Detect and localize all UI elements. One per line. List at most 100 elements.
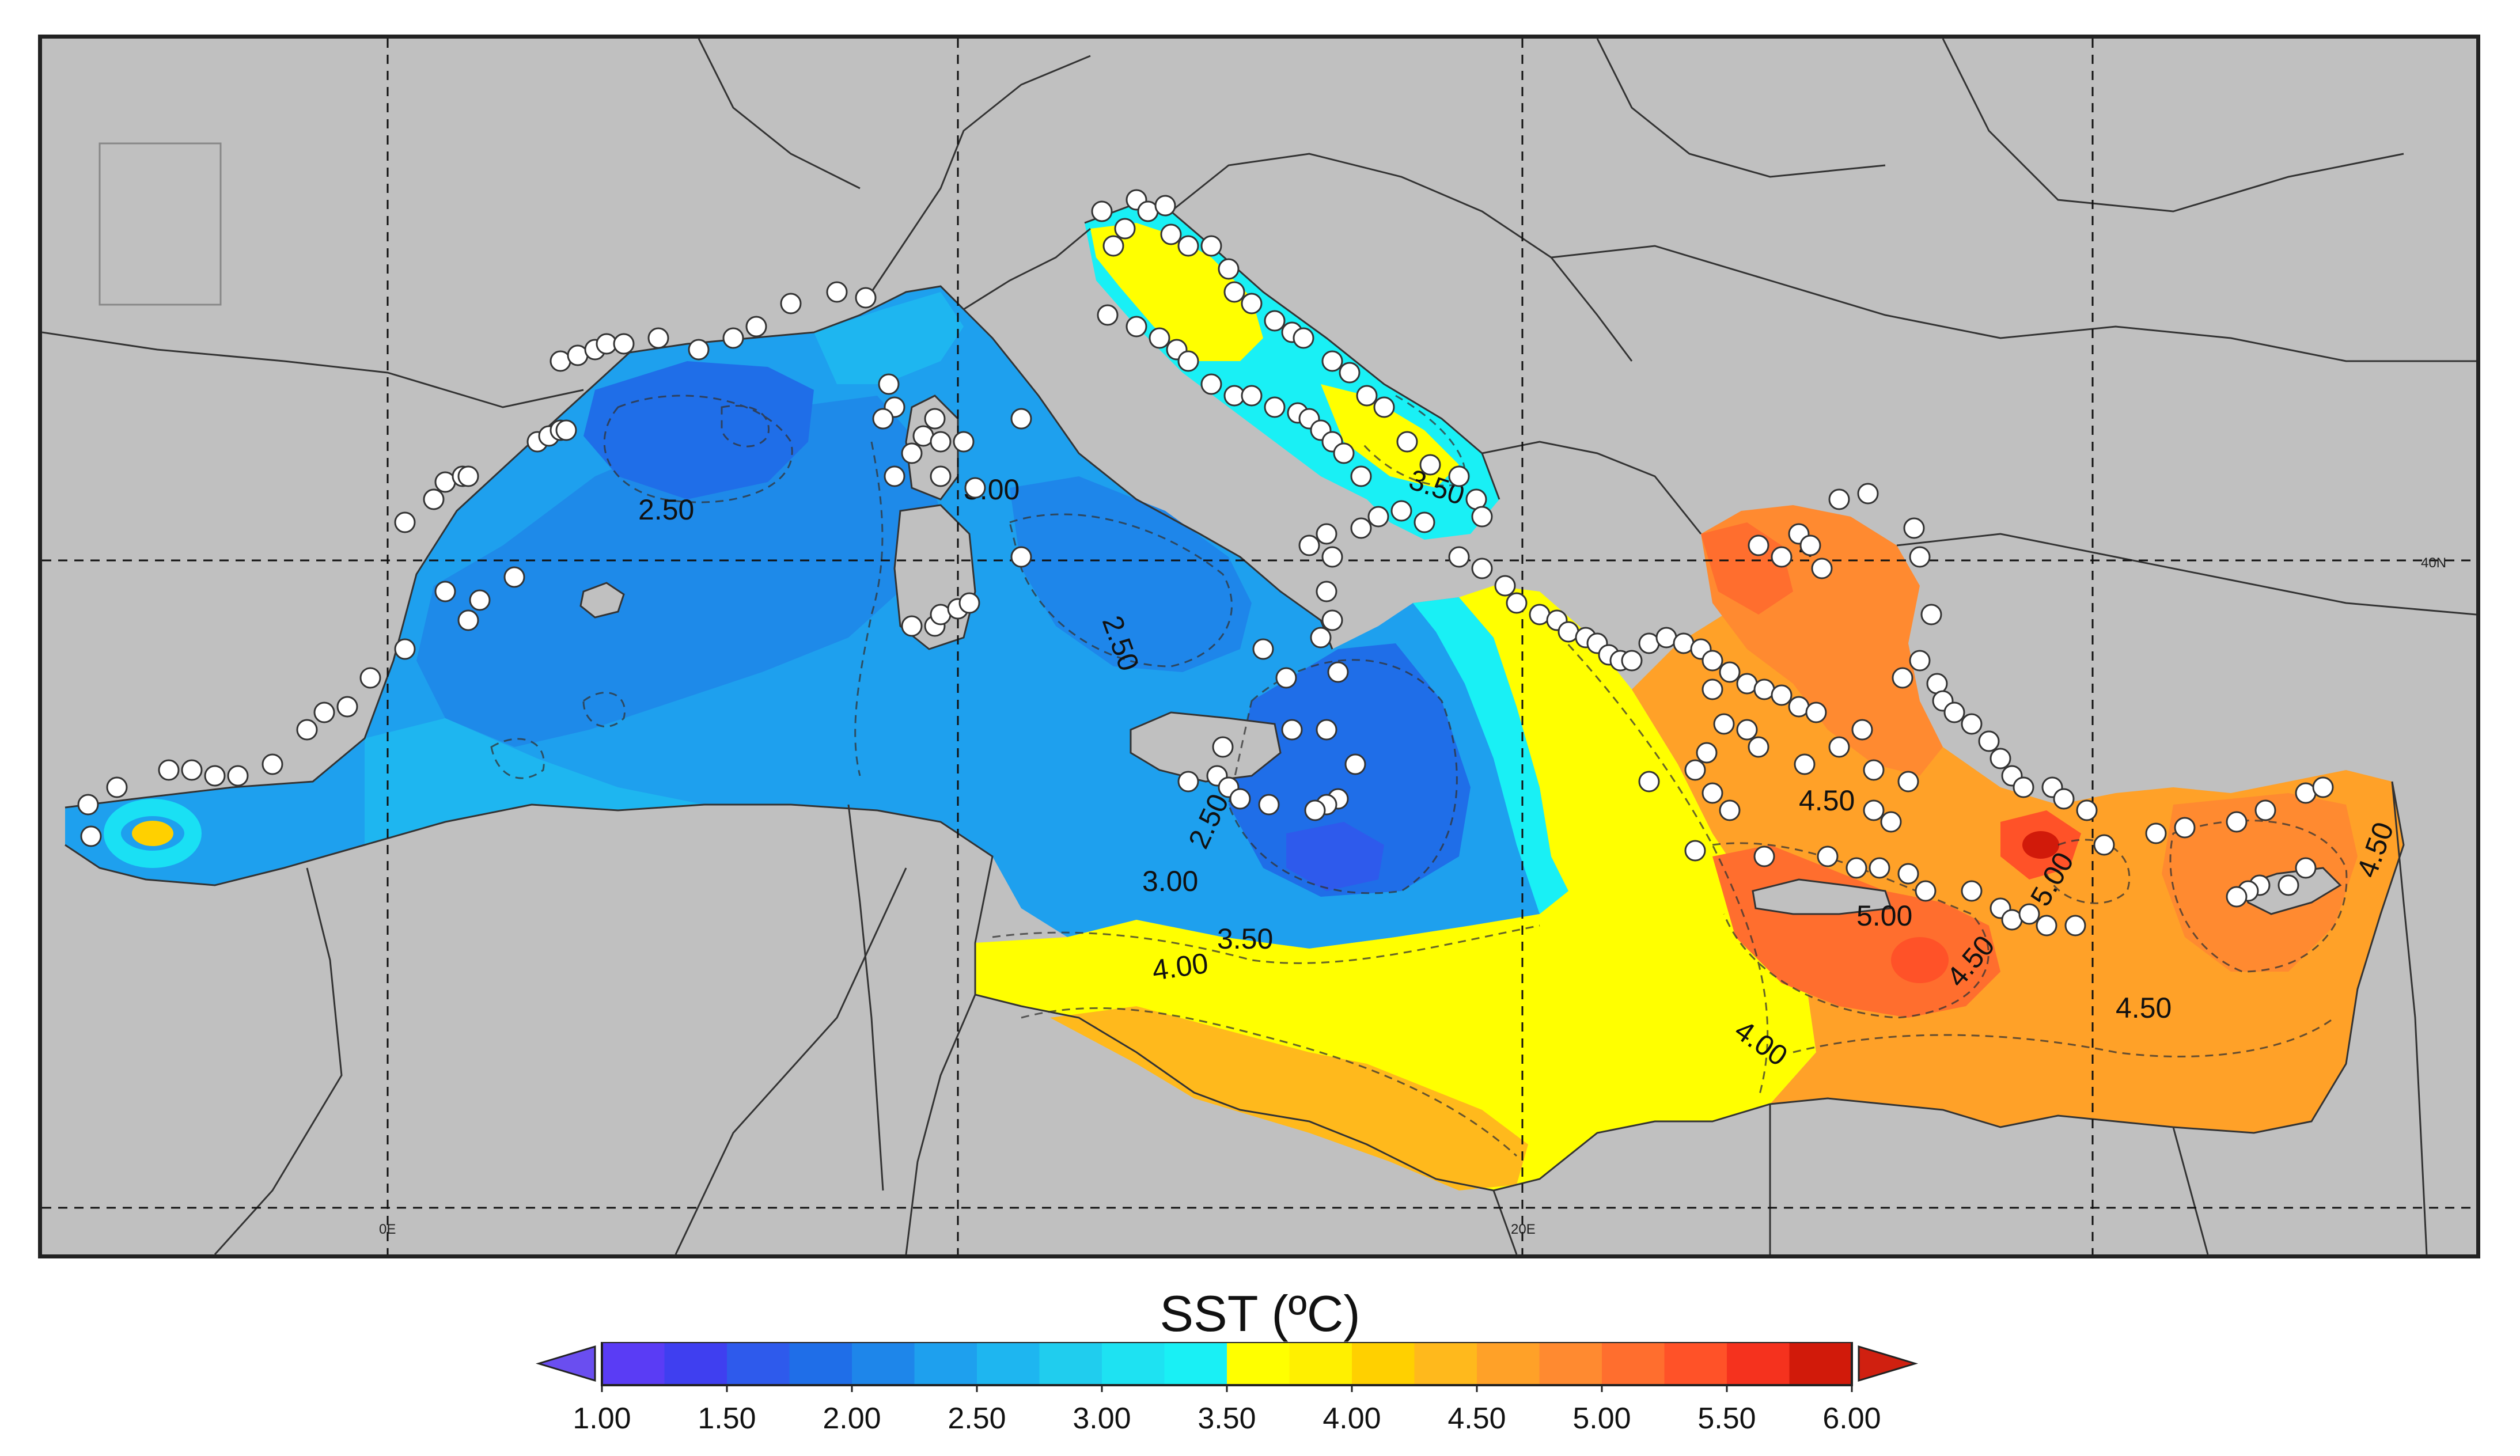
station-marker <box>930 431 952 453</box>
colorbar-tick-label: 3.50 <box>1198 1402 1256 1435</box>
station-marker <box>1177 350 1199 372</box>
station-marker <box>1414 511 1435 533</box>
station-marker <box>1321 546 1343 568</box>
station-marker <box>826 281 848 303</box>
station-marker <box>878 373 900 395</box>
station-marker <box>2295 857 2317 879</box>
colorbar-bin <box>1414 1342 1477 1385</box>
station-marker <box>1373 396 1395 418</box>
station-marker <box>1805 702 1827 723</box>
colorbar-bin <box>1477 1342 1540 1385</box>
station-marker <box>1943 702 1965 723</box>
station-marker <box>1097 304 1119 326</box>
station-marker <box>2226 886 2248 908</box>
station-markers <box>77 189 2334 936</box>
station-marker <box>1990 748 2011 769</box>
station-marker <box>688 339 710 361</box>
station-marker <box>1223 281 1245 303</box>
colorbar-bin <box>1789 1342 1852 1385</box>
country-borders <box>42 39 2476 1254</box>
colorbar-bin <box>1664 1342 1727 1385</box>
contour-label: 4.00 <box>1150 947 1210 987</box>
station-marker <box>1748 534 1769 556</box>
station-marker <box>1177 235 1199 257</box>
crete <box>1752 878 1893 915</box>
station-marker <box>2226 811 2248 833</box>
station-marker <box>434 581 456 602</box>
colorbar-bin <box>1539 1342 1602 1385</box>
station-marker <box>1339 362 1361 384</box>
station-marker <box>1316 719 1337 741</box>
station-marker <box>2278 874 2299 896</box>
station-marker <box>1154 195 1176 217</box>
station-marker <box>1160 223 1182 245</box>
map-panel: 0E 20E 40N 2.50 3.00 2.50 3.50 2.50 3.00… <box>38 35 2480 1258</box>
station-marker <box>555 419 577 441</box>
station-marker <box>1811 558 1833 579</box>
contour-label: 5.00 <box>1856 900 1912 932</box>
station-marker <box>1327 661 1349 683</box>
station-marker <box>1333 442 1355 464</box>
station-marker <box>1091 200 1113 222</box>
balearic-cyan <box>365 718 704 845</box>
station-marker <box>1304 799 1326 821</box>
station-marker <box>855 287 877 309</box>
station-marker <box>1897 771 1919 793</box>
contour-label: 2.50 <box>638 494 694 526</box>
station-marker <box>1229 788 1251 810</box>
grid-label-20e: 20E <box>1511 1222 1536 1237</box>
colorbar-bin <box>1727 1342 1790 1385</box>
station-marker <box>106 776 128 798</box>
alboran-darker <box>416 396 941 747</box>
grid-label-40n: 40N <box>2421 555 2446 571</box>
station-marker <box>313 702 335 723</box>
colorbar-bin <box>1164 1342 1227 1385</box>
station-marker <box>1920 604 1942 625</box>
colorbar-tick-label: 2.00 <box>823 1402 881 1435</box>
station-marker <box>1915 880 1937 902</box>
station-marker <box>1316 581 1337 602</box>
alboran-warm-spot <box>132 821 173 846</box>
station-marker <box>1638 771 1660 793</box>
grid-label-0e: 0E <box>379 1222 396 1237</box>
inset-box <box>98 142 222 306</box>
colorbar-over-arrow <box>1858 1345 1918 1382</box>
colorbar: 1.00 1.50 2.00 2.50 3.00 3.50 4.00 4.50 5.00 5.50… <box>536 1342 1918 1435</box>
gulf-of-lion-dark <box>583 361 814 499</box>
station-marker <box>1471 506 1493 528</box>
station-marker <box>181 759 203 781</box>
station-marker <box>1771 546 1793 568</box>
colorbar-tick-label: 1.00 <box>573 1402 631 1435</box>
station-marker <box>1350 517 1372 539</box>
colorbar-bin <box>789 1342 852 1385</box>
station-marker <box>1350 465 1372 487</box>
station-marker <box>359 667 381 689</box>
colorbar-tick-label: 6.00 <box>1822 1402 1881 1435</box>
station-marker <box>647 327 669 349</box>
station-marker <box>2093 834 2115 856</box>
station-marker <box>1736 719 1758 741</box>
station-marker <box>457 609 479 631</box>
station-marker <box>262 753 283 775</box>
ionian-deep <box>1286 822 1384 891</box>
station-marker <box>924 408 946 430</box>
station-marker <box>1390 500 1412 522</box>
station-marker <box>1149 327 1170 349</box>
station-marker <box>2076 799 2098 821</box>
station-marker <box>1114 218 1136 240</box>
colorbar-tick-label: 5.50 <box>1697 1402 1756 1435</box>
station-marker <box>394 638 416 660</box>
station-marker <box>1471 558 1493 579</box>
station-marker <box>2036 915 2057 936</box>
graticule <box>42 39 2476 1254</box>
station-marker <box>1897 863 1919 885</box>
station-marker <box>780 293 802 314</box>
station-marker <box>1863 799 1885 821</box>
station-marker <box>872 408 894 430</box>
station-marker <box>1264 396 1286 418</box>
contour-label: 3.00 <box>1142 865 1198 897</box>
station-marker <box>745 316 767 338</box>
station-marker <box>1961 713 1983 735</box>
station-marker <box>1396 431 1418 453</box>
station-marker <box>953 431 975 453</box>
